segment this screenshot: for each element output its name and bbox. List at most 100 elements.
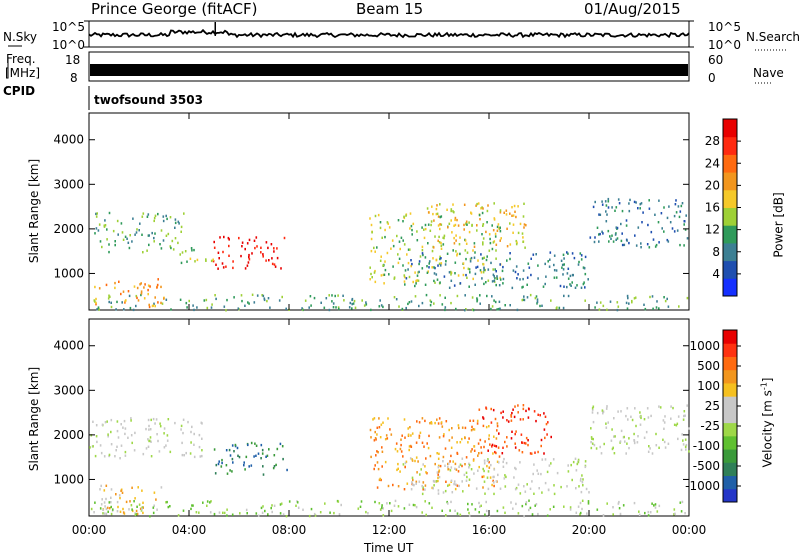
velocity-cell (645, 430, 648, 434)
velocity-cell (515, 467, 517, 471)
power-cell (193, 308, 195, 312)
power-cell (562, 306, 565, 310)
velocity-cell (195, 511, 198, 514)
power-cell (244, 247, 246, 251)
power-cell (148, 243, 150, 247)
velocity-cell (461, 464, 463, 468)
power-cell (536, 300, 539, 304)
power-cell (494, 300, 497, 304)
power-cell (332, 306, 335, 309)
velocity-cell (403, 507, 406, 510)
power-cell (528, 266, 531, 269)
velocity-cell (454, 462, 457, 466)
velocity-cell (422, 486, 424, 489)
velocity-cell (670, 405, 672, 408)
power-cell (685, 214, 687, 217)
velocity-cell (313, 512, 316, 516)
velocity-cell (260, 506, 263, 510)
velocity-cell (147, 445, 150, 448)
velocity-cell (282, 457, 284, 461)
power-cell (352, 302, 355, 305)
velocity-cell (163, 432, 165, 435)
velocity-cell (107, 510, 109, 513)
power-cell (342, 294, 344, 297)
power-cell (512, 231, 514, 234)
beam-title: Beam 15 (356, 0, 424, 18)
power-cell (570, 284, 572, 287)
velocity-cell (181, 441, 183, 445)
velocity-cell (104, 421, 107, 424)
velocity-cell (110, 501, 112, 504)
velocity-cell (213, 512, 216, 516)
velocity-cell (633, 441, 636, 445)
velocity-cell (437, 457, 440, 460)
velocity-colorbar-segment (723, 422, 737, 437)
power-cell (642, 211, 644, 214)
power-cell (384, 260, 386, 263)
power-cell (623, 243, 626, 247)
velocity-cell (95, 435, 98, 438)
velocity-cell (447, 467, 450, 471)
power-cell (611, 206, 613, 209)
velocity-cell (684, 512, 686, 515)
power-cell (506, 259, 508, 262)
power-cell (270, 243, 273, 246)
power-cell (495, 257, 497, 260)
velocity-cell (513, 415, 516, 419)
velocity-cell (543, 452, 545, 455)
velocity-cell (592, 437, 594, 441)
velocity-cell (118, 494, 121, 497)
velocity-cell (521, 504, 524, 508)
velocity-cell (116, 429, 119, 433)
power-cell (493, 218, 496, 221)
velocity-cell (445, 514, 447, 517)
power-cell (153, 219, 155, 223)
velocity-cell (376, 461, 379, 464)
velocity-colorbar-tick-label: 500 (697, 359, 720, 373)
power-cell (135, 304, 137, 308)
velocity-cell (279, 442, 282, 446)
nave-tick-bottom: 0 (708, 71, 716, 85)
power-cell (133, 285, 136, 288)
velocity-cell (243, 461, 245, 464)
power-cell (455, 250, 457, 253)
velocity-cell (618, 500, 620, 504)
velocity-cell (569, 506, 572, 509)
velocity-ytick-label: 2000 (53, 428, 84, 442)
velocity-cell (563, 505, 565, 508)
power-cell (97, 306, 100, 309)
velocity-cell (570, 463, 572, 467)
velocity-cell (625, 452, 627, 455)
velocity-cell (602, 514, 605, 517)
power-cell (421, 252, 424, 255)
velocity-cell (430, 422, 433, 425)
power-cell (240, 254, 242, 258)
velocity-cell (471, 425, 473, 429)
velocity-cell (437, 464, 440, 467)
velocity-cell (447, 462, 449, 466)
velocity-cell (381, 504, 383, 507)
power-cell (428, 266, 430, 269)
velocity-colorbar-segment (723, 449, 737, 463)
velocity-cell (438, 475, 441, 479)
velocity-colorbar-segment (723, 396, 737, 410)
velocity-cell (511, 430, 513, 433)
power-cell (491, 224, 493, 227)
velocity-cell (639, 411, 641, 414)
power-cell (612, 240, 615, 243)
power-cell (433, 279, 435, 283)
power-cell (470, 211, 472, 214)
power-cell (666, 297, 668, 301)
velocity-cell (575, 511, 578, 514)
velocity-cell (237, 454, 239, 457)
power-cell (142, 212, 145, 215)
power-cell (577, 263, 580, 266)
power-cell (129, 234, 131, 237)
power-cell (626, 294, 629, 298)
power-cell (383, 273, 386, 276)
power-cell (605, 220, 608, 223)
velocity-cell (494, 417, 497, 421)
velocity-cell (510, 419, 513, 422)
power-cell (421, 226, 423, 229)
power-cell (177, 220, 180, 223)
